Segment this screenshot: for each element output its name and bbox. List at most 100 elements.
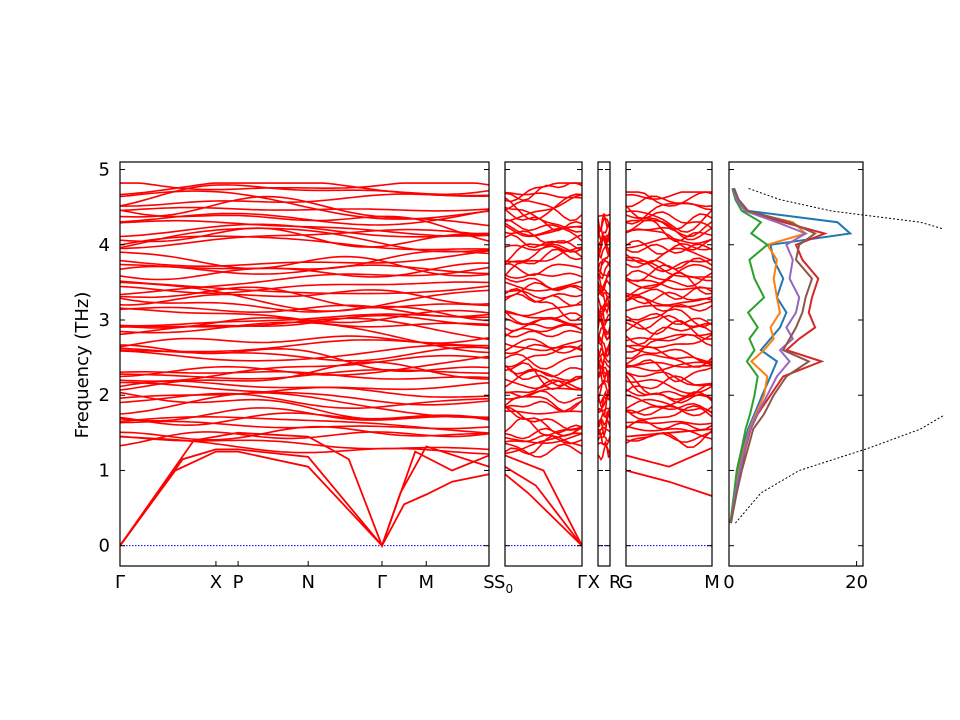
optical-band — [626, 291, 712, 305]
optical-band — [120, 436, 489, 455]
optical-band — [626, 191, 712, 207]
optical-band — [626, 319, 712, 340]
optical-band — [626, 259, 712, 282]
optical-band — [626, 402, 712, 414]
optical-band — [120, 297, 489, 322]
acoustic-band — [120, 431, 489, 549]
y-tick-label: 0 — [99, 536, 110, 557]
optical-band — [598, 390, 610, 412]
optical-band — [505, 222, 582, 237]
k-point-label: S0 — [494, 572, 513, 596]
optical-band — [505, 364, 582, 387]
optical-band — [598, 217, 610, 233]
k-point-label: X — [210, 572, 222, 593]
k-point-label: M — [704, 572, 720, 593]
optical-band — [598, 337, 610, 357]
optical-band — [120, 228, 489, 250]
optical-band — [598, 334, 610, 358]
optical-band — [626, 220, 712, 238]
k-point-label: X — [588, 572, 600, 593]
optical-band — [505, 182, 582, 202]
optical-band — [505, 364, 582, 378]
partial-dos-line-1 — [729, 187, 853, 524]
optical-band — [626, 378, 712, 395]
optical-band — [626, 371, 712, 386]
optical-band — [505, 277, 582, 292]
optical-band — [598, 245, 610, 273]
band-curves — [505, 182, 582, 547]
optical-band — [626, 359, 712, 383]
optical-band — [120, 307, 489, 324]
optical-band — [505, 362, 582, 391]
optical-band — [120, 386, 489, 399]
optical-band — [120, 251, 489, 277]
optical-band — [505, 244, 582, 253]
optical-band — [505, 262, 582, 277]
optical-band — [505, 353, 582, 370]
optical-band — [120, 250, 489, 281]
optical-band — [626, 202, 712, 225]
optical-band — [505, 378, 582, 391]
optical-band — [120, 227, 489, 253]
optical-band — [626, 371, 712, 398]
optical-band — [598, 312, 610, 336]
optical-band — [120, 281, 489, 294]
optical-band — [505, 303, 582, 317]
optical-band — [120, 407, 489, 422]
optical-band — [120, 193, 489, 207]
optical-band — [120, 190, 489, 220]
y-tick-label: 1 — [99, 460, 110, 481]
partial-dos-line-3 — [729, 188, 769, 524]
optical-band — [505, 272, 582, 280]
partial-dos-line-6 — [729, 187, 818, 524]
partial-dos-line-4 — [729, 187, 828, 524]
acoustic-band — [626, 469, 712, 497]
optical-band — [626, 425, 712, 440]
k-point-label: S — [483, 572, 494, 593]
optical-band — [120, 280, 489, 295]
optical-band — [598, 326, 610, 341]
optical-band — [626, 263, 712, 290]
optical-band — [505, 427, 582, 440]
optical-band — [120, 235, 489, 251]
optical-band — [626, 264, 712, 283]
optical-band — [626, 404, 712, 421]
optical-band — [120, 369, 489, 380]
acoustic-band — [626, 428, 712, 438]
dos-panel-frame — [728, 161, 864, 567]
total-dos-line — [735, 187, 943, 524]
optical-band — [120, 227, 489, 248]
optical-band — [505, 292, 582, 307]
optical-band — [626, 205, 712, 229]
band-curves — [598, 213, 610, 547]
optical-band — [626, 431, 712, 443]
optical-band — [120, 206, 489, 212]
optical-band — [626, 195, 712, 211]
optical-band — [120, 392, 489, 409]
k-point-label: R — [609, 572, 622, 593]
optical-band — [120, 392, 489, 419]
optical-band — [626, 191, 712, 200]
optical-band — [505, 280, 582, 292]
dos-curves — [729, 187, 943, 524]
optical-band — [505, 339, 582, 352]
optical-band — [505, 243, 582, 264]
optical-band — [505, 310, 582, 326]
optical-band — [120, 250, 489, 267]
optical-band — [598, 435, 610, 462]
optical-band — [505, 323, 582, 332]
optical-band — [505, 379, 582, 394]
optical-band — [598, 258, 610, 278]
k-point-label: Γ — [377, 572, 387, 593]
k-point-label: G — [619, 572, 633, 593]
band-panel-frame — [119, 161, 490, 567]
acoustic-band — [120, 450, 489, 548]
optical-band — [505, 433, 582, 445]
optical-band — [626, 398, 712, 417]
optical-band — [505, 200, 582, 222]
optical-band — [120, 304, 489, 318]
optical-band — [626, 333, 712, 360]
k-point-label: M — [419, 572, 435, 593]
